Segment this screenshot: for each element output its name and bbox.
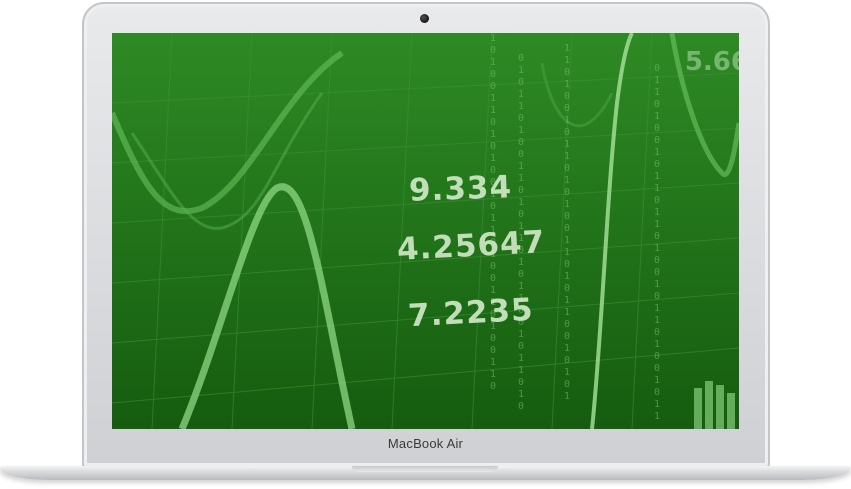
binary-column: 0 1 1 0 1 0 0 1 0 1 1 0 1 1 0 1 0 0 1 0 … [654, 63, 661, 422]
laptop-base [0, 466, 851, 480]
chart-curve-lower [178, 183, 356, 429]
chart-curve-right [669, 33, 739, 178]
binary-column: 0 1 0 1 1 0 1 0 0 1 1 0 1 0 1 1 0 1 0 1 … [518, 53, 525, 412]
brand-label: MacBook Air [387, 436, 464, 451]
chart-vertical-line [590, 33, 634, 429]
screen-number-1: 9.334 [408, 169, 513, 209]
webcam-icon [420, 14, 429, 23]
lid-opening-notch [352, 466, 498, 472]
binary-column: 1 0 1 0 0 1 1 0 1 0 1 0 0 1 0 1 1 0 1 0 … [490, 33, 497, 392]
screen-number-3: 7.2235 [407, 291, 535, 335]
laptop-screen: 0 1 0 1 1 0 1 0 0 1 1 0 1 0 1 1 0 1 0 1 … [112, 33, 739, 429]
screen-number-corner: 5.66 [684, 47, 739, 77]
chart-curve-top [540, 62, 614, 128]
financial-chart-background [112, 33, 739, 429]
chart-curve-upper-left-thin [130, 92, 324, 230]
chart-curve-upper-left [112, 50, 344, 215]
binary-column: 1 1 0 1 0 0 1 0 1 1 0 1 0 1 0 0 1 1 0 1 … [564, 43, 571, 402]
bar-marks [694, 381, 735, 429]
